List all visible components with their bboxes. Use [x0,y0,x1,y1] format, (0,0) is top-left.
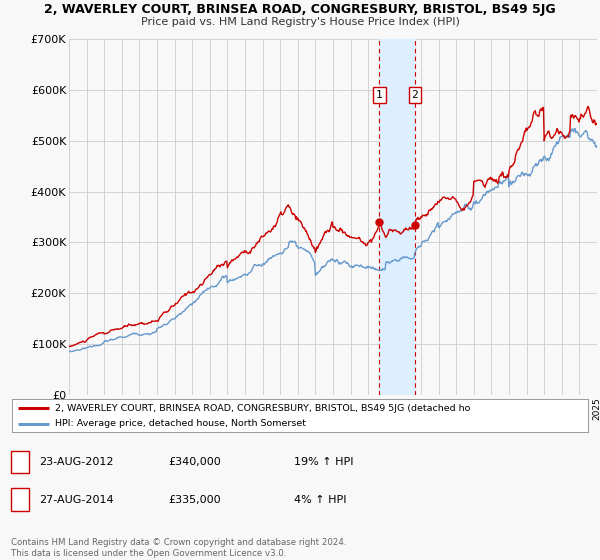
Text: 2, WAVERLEY COURT, BRINSEA ROAD, CONGRESBURY, BRISTOL, BS49 5JG (detached ho: 2, WAVERLEY COURT, BRINSEA ROAD, CONGRES… [55,404,470,413]
Text: 27-AUG-2014: 27-AUG-2014 [39,494,113,505]
Text: Price paid vs. HM Land Registry's House Price Index (HPI): Price paid vs. HM Land Registry's House … [140,17,460,27]
Text: £340,000: £340,000 [168,457,221,467]
Bar [379,39,415,395]
Text: 1: 1 [376,90,383,100]
Text: 1: 1 [16,455,23,469]
Text: 4% ↑ HPI: 4% ↑ HPI [294,494,347,505]
Text: 19% ↑ HPI: 19% ↑ HPI [294,457,353,467]
Text: 2, WAVERLEY COURT, BRINSEA ROAD, CONGRESBURY, BRISTOL, BS49 5JG: 2, WAVERLEY COURT, BRINSEA ROAD, CONGRES… [44,3,556,16]
Text: £335,000: £335,000 [168,494,221,505]
Text: 2: 2 [412,90,418,100]
Text: 2: 2 [16,493,23,506]
Text: 23-AUG-2012: 23-AUG-2012 [39,457,113,467]
Text: HPI: Average price, detached house, North Somerset: HPI: Average price, detached house, Nort… [55,419,306,428]
Text: Contains HM Land Registry data © Crown copyright and database right 2024.
This d: Contains HM Land Registry data © Crown c… [11,538,346,558]
